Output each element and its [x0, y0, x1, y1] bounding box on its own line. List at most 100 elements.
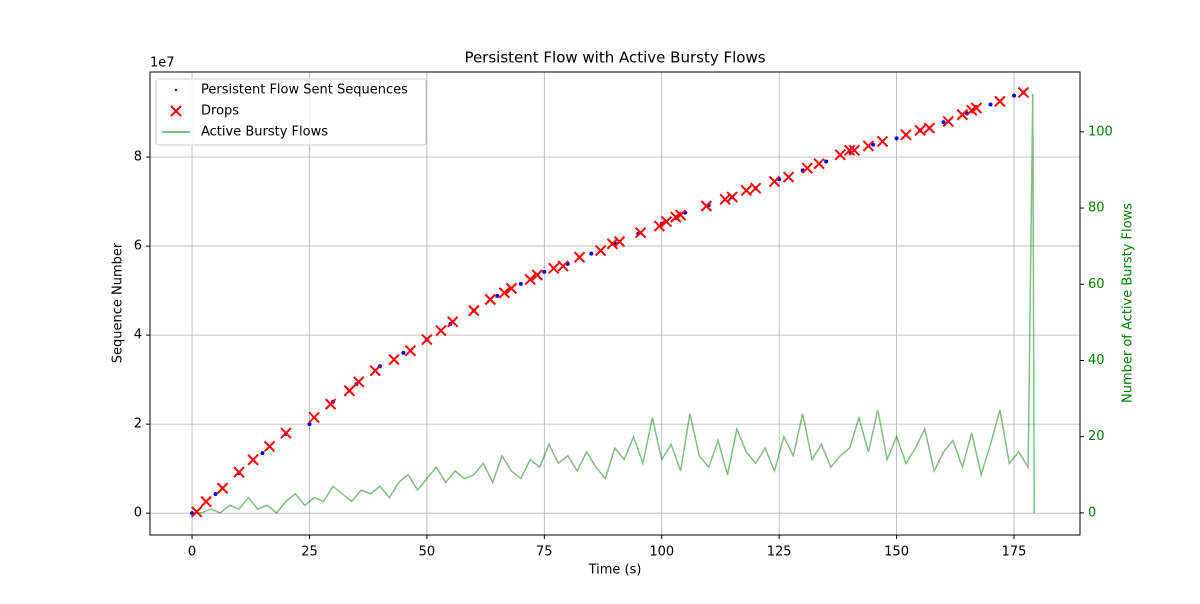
drop-marker: [447, 316, 459, 328]
drop-marker: [634, 227, 647, 239]
drop-marker: [813, 158, 825, 170]
drop-marker: [505, 282, 518, 295]
x-axis-label: Time (s): [588, 563, 642, 578]
sequence-point: [213, 492, 218, 497]
y-tick-label: 4: [134, 328, 142, 343]
drop-marker: [848, 144, 861, 157]
series-line: [192, 93, 1035, 514]
legend-swatch: [170, 105, 182, 117]
drop-marker: [324, 398, 337, 410]
drop-marker: [247, 454, 259, 466]
drop-marker: [421, 333, 433, 346]
y2-tick-label: 0: [1088, 505, 1096, 520]
sequence-point: [894, 136, 899, 141]
x-tick-label: 150: [884, 545, 909, 560]
drop-marker: [280, 427, 292, 439]
y2-tick-label: 40: [1088, 353, 1105, 368]
sequence-point: [824, 159, 829, 164]
drop-marker: [573, 251, 586, 263]
y-tick-label: 2: [134, 417, 142, 432]
sequence-point: [495, 293, 500, 298]
drop-marker: [613, 235, 626, 248]
drop-marker: [956, 109, 969, 121]
drop-marker: [1017, 86, 1030, 99]
drop-marker: [942, 115, 954, 128]
drop-marker: [388, 353, 400, 366]
drop-marker: [484, 293, 497, 306]
drop-marker: [343, 385, 356, 397]
y2-tick-label: 60: [1088, 277, 1105, 292]
drop-marker: [876, 135, 889, 148]
x-tick-label: 125: [767, 545, 792, 560]
chart-title: Persistent Flow with Active Bursty Flows: [464, 49, 765, 67]
legend-label: Drops: [201, 104, 239, 119]
y2-axis-label: Number of Active Bursty Flows: [1121, 203, 1136, 403]
drop-marker: [726, 191, 738, 203]
sequence-point: [260, 451, 265, 456]
sequence-point: [941, 120, 946, 125]
drop-marker: [768, 175, 781, 188]
drop-marker: [200, 495, 212, 508]
drop-marker: [233, 466, 245, 478]
drop-marker: [353, 376, 365, 388]
y2-tick-label: 80: [1088, 201, 1105, 216]
sequence-point: [589, 251, 594, 256]
grid: [150, 72, 1080, 535]
drop-marker: [369, 365, 381, 377]
drop-marker: [834, 149, 846, 161]
drop-marker: [862, 140, 875, 152]
drop-marker: [914, 124, 926, 137]
drop-marker: [923, 122, 936, 134]
drop-marker: [435, 324, 447, 337]
drop-marker: [970, 102, 983, 114]
legend-label: Persistent Flow Sent Sequences: [201, 83, 408, 98]
drop-marker: [524, 273, 536, 286]
plot-area: [190, 86, 1035, 518]
drop-marker: [740, 184, 752, 197]
drop-marker: [557, 260, 569, 272]
drop-marker: [191, 506, 203, 518]
x-tick-label: 100: [649, 545, 674, 560]
drop-marker: [308, 411, 320, 424]
drop-marker: [782, 171, 795, 183]
drop-marker: [606, 238, 619, 250]
drop-marker: [674, 209, 687, 221]
drop-marker: [547, 262, 560, 275]
drop-marker: [700, 200, 713, 212]
drop-marker: [843, 144, 856, 157]
sequence-point: [1012, 93, 1017, 98]
drop-marker: [749, 182, 762, 194]
y-offset-label: 1e7: [150, 56, 175, 71]
x-tick-label: 75: [536, 545, 553, 560]
drop-marker: [900, 129, 912, 141]
sequence-point: [401, 350, 406, 355]
drop-marker: [498, 287, 511, 299]
legend: Persistent Flow Sent Sequences Drops Activ…: [155, 78, 427, 146]
drop-marker: [660, 215, 673, 228]
x-tick-label: 0: [188, 545, 196, 560]
y-tick-label: 6: [134, 239, 142, 254]
x-tick-label: 50: [419, 545, 436, 560]
drop-marker: [531, 269, 543, 281]
legend-box: [155, 78, 427, 146]
y-tick-label: 8: [134, 150, 142, 165]
x-tick-label: 175: [1002, 545, 1027, 560]
legend-label: Active Bursty Flows: [201, 125, 328, 140]
y-tick-label: 0: [134, 506, 142, 521]
drop-marker: [594, 244, 607, 257]
drop-marker: [801, 162, 814, 174]
drop-marker: [468, 304, 480, 317]
x-tick-label: 25: [301, 545, 318, 560]
y-axis-label: Sequence Number: [111, 242, 126, 363]
sequence-point: [307, 422, 312, 427]
drop-marker: [653, 220, 666, 232]
legend-swatch: [174, 88, 178, 92]
drop-marker: [994, 95, 1006, 108]
drop-marker: [216, 482, 229, 494]
drop-marker: [719, 193, 731, 206]
y2-tick-label: 20: [1088, 429, 1105, 444]
sequence-point: [518, 281, 523, 286]
drop-marker: [404, 344, 417, 357]
drop-marker: [263, 440, 276, 453]
